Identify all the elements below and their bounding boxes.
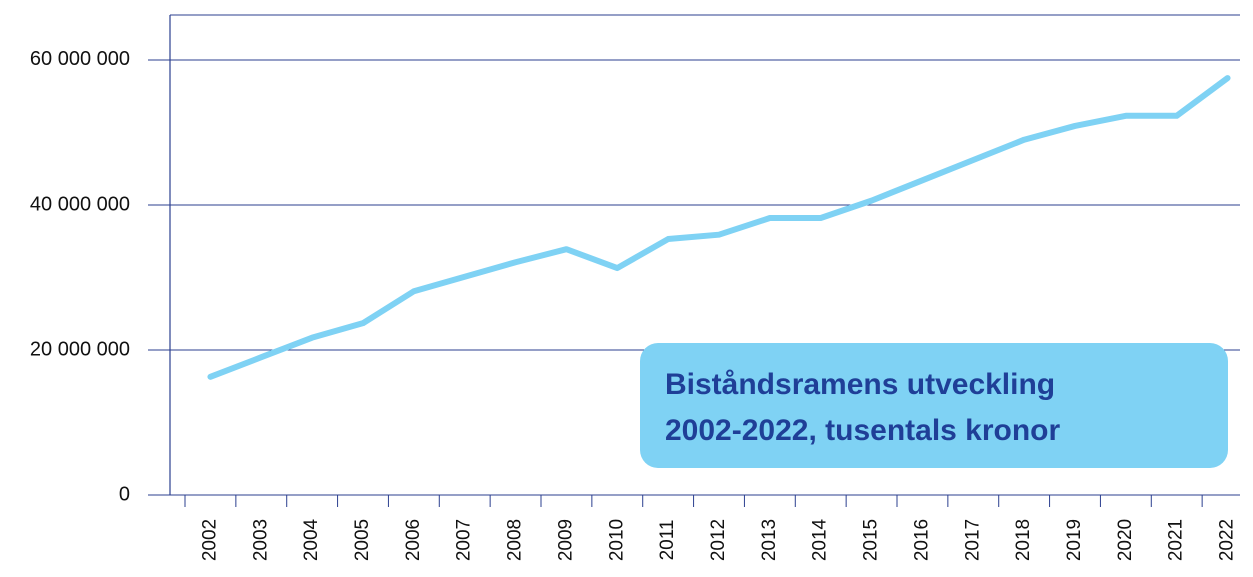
x-tick-label: 2006 <box>403 519 424 561</box>
annotation-box <box>640 343 1228 468</box>
x-tick-label: 2014 <box>810 518 831 561</box>
x-tick-label: 2003 <box>250 519 271 561</box>
x-tick-label: 2007 <box>454 519 475 561</box>
annotation-text: Biståndsramens utveckling <box>665 368 1055 401</box>
data-line <box>207 75 1231 380</box>
y-tick-label: 20 000 000 <box>30 338 130 360</box>
x-tick-label: 2015 <box>861 519 882 561</box>
x-tick-label: 2005 <box>352 519 373 561</box>
y-tick-label: 40 000 000 <box>30 193 130 215</box>
y-tick-label: 0 <box>119 483 130 505</box>
x-tick-label: 2011 <box>657 520 678 561</box>
x-tick-label: 2021 <box>1166 519 1187 561</box>
x-tick-label: 2019 <box>1064 519 1085 561</box>
x-tick-label: 2017 <box>962 519 983 561</box>
x-tick-label: 2012 <box>708 519 729 561</box>
x-tick-label: 2008 <box>505 519 526 561</box>
x-tick-label: 2004 <box>301 518 322 561</box>
x-tick-label: 2013 <box>759 519 780 561</box>
x-tick-label: 2010 <box>606 519 627 561</box>
x-tick-label: 2022 <box>1217 519 1238 561</box>
y-tick-label: 60 000 000 <box>30 48 130 70</box>
x-tick-label: 2018 <box>1013 519 1034 561</box>
x-tick-label: 2020 <box>1115 519 1136 561</box>
x-tick-label: 2002 <box>199 519 220 561</box>
x-tick-label: 2009 <box>555 519 576 561</box>
annotation-text: 2002-2022, tusentals kronor <box>665 414 1061 447</box>
x-tick-label: 2016 <box>911 519 932 561</box>
